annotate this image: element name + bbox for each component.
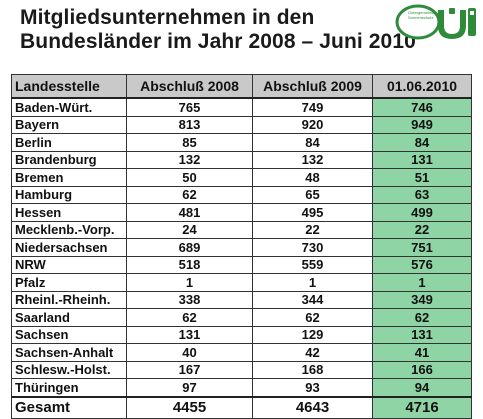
value-2008-cell: 24 <box>126 220 253 239</box>
logo-text: Gütergemeinschaft Sonnenschutz <box>408 10 442 20</box>
value-2008-cell: 518 <box>126 255 253 274</box>
value-2010-cell: 131 <box>372 150 472 169</box>
value-2010-cell: 84 <box>372 133 472 152</box>
table-header-row: Landesstelle Abschluß 2008 Abschluß 2009… <box>11 74 472 99</box>
title-line-1: Mitgliedsunternehmen in den <box>20 6 315 29</box>
table-row: Brandenburg 132 132 131 <box>11 150 472 169</box>
value-2009-cell: 920 <box>252 115 373 134</box>
value-2009-cell: 42 <box>252 343 373 362</box>
header-landesstelle: Landesstelle <box>11 74 127 99</box>
region-cell: Thüringen <box>11 378 127 397</box>
table-row: Mecklenb.-Vorp. 24 22 22 <box>11 220 472 239</box>
value-2009-cell: 84 <box>252 133 373 152</box>
table-row: Niedersachsen 689 730 751 <box>11 238 472 257</box>
value-2009-cell: 495 <box>252 203 373 222</box>
region-cell: Bayern <box>11 115 127 134</box>
value-2009-cell: 129 <box>252 325 373 344</box>
value-2010-cell: 1 <box>372 273 472 292</box>
value-2010-cell: 166 <box>372 360 472 379</box>
region-cell: Sachsen <box>11 325 127 344</box>
value-2008-cell: 62 <box>126 185 253 204</box>
table-row: Hamburg 62 65 63 <box>11 185 472 204</box>
value-2009-cell: 1 <box>252 273 373 292</box>
logo-icon <box>395 4 476 40</box>
value-2008-cell: 765 <box>126 97 253 117</box>
value-2008-cell: 1 <box>126 273 253 292</box>
value-2009-cell: 344 <box>252 290 373 309</box>
region-cell: NRW <box>11 255 127 274</box>
value-2010-cell: 22 <box>372 220 472 239</box>
value-2008-cell: 97 <box>126 378 253 397</box>
value-2008-cell: 167 <box>126 360 253 379</box>
value-2009-cell: 93 <box>252 378 373 397</box>
page-title: Mitgliedsunternehmen in den Bundesländer… <box>20 6 416 54</box>
table-row: Sachsen-Anhalt 40 42 41 <box>11 343 472 362</box>
value-2009-cell: 749 <box>252 97 373 117</box>
table-row: Pfalz 1 1 1 <box>11 273 472 292</box>
value-2009-cell: 168 <box>252 360 373 379</box>
value-2010-cell: 349 <box>372 290 472 309</box>
value-2008-cell: 50 <box>126 168 253 187</box>
value-2010-cell: 576 <box>372 255 472 274</box>
value-2008-cell: 689 <box>126 238 253 257</box>
table-row: Thüringen 97 93 94 <box>11 378 472 397</box>
region-cell: Schlesw.-Holst. <box>11 360 127 379</box>
region-cell: Saarland <box>11 308 127 327</box>
table-row: Bremen 50 48 51 <box>11 168 472 187</box>
region-cell: Niedersachsen <box>11 238 127 257</box>
table-row: Saarland 62 62 62 <box>11 308 472 327</box>
value-2008-cell: 813 <box>126 115 253 134</box>
table-body: Baden-Würt. 765 749 746 Bayern 813 920 949 Berli… <box>11 97 472 419</box>
header-stand-2010: 01.06.2010 <box>372 74 472 99</box>
value-2009-cell: 730 <box>252 238 373 257</box>
region-cell: Rheinl.-Rheinh. <box>11 290 127 309</box>
header-abschluss-2008: Abschluß 2008 <box>126 74 253 99</box>
value-2008-cell: 132 <box>126 150 253 169</box>
table-row: Berlin 85 84 84 <box>11 133 472 152</box>
region-cell: Pfalz <box>11 273 127 292</box>
value-2010-cell: 62 <box>372 308 472 327</box>
value-2009-cell: 22 <box>252 220 373 239</box>
value-2008-cell: 40 <box>126 343 253 362</box>
value-2010-cell: 131 <box>372 325 472 344</box>
table-row: Rheinl.-Rheinh. 338 344 349 <box>11 290 472 309</box>
value-2008-cell: 85 <box>126 133 253 152</box>
value-2009-cell: 62 <box>252 308 373 327</box>
value-2010-cell: 94 <box>372 378 472 397</box>
value-2008-cell: 338 <box>126 290 253 309</box>
value-2010-cell: 499 <box>372 203 472 222</box>
table-row: Bayern 813 920 949 <box>11 115 472 134</box>
region-cell: Bremen <box>11 168 127 187</box>
members-table: Landesstelle Abschluß 2008 Abschluß 2009… <box>11 74 472 419</box>
header-abschluss-2009: Abschluß 2009 <box>252 74 373 99</box>
value-2009-cell: 132 <box>252 150 373 169</box>
table-row: NRW 518 559 576 <box>11 255 472 274</box>
region-cell: Brandenburg <box>11 150 127 169</box>
title-line-2: Bundesländer im Jahr 2008 – Juni 2010 <box>20 30 416 53</box>
value-2010-cell: 949 <box>372 115 472 134</box>
region-cell: Hessen <box>11 203 127 222</box>
value-2010-cell: 63 <box>372 185 472 204</box>
value-2010-cell: 746 <box>372 97 472 117</box>
value-2008-cell: 481 <box>126 203 253 222</box>
table-row: Schlesw.-Holst. 167 168 166 <box>11 360 472 379</box>
table-row: Sachsen 131 129 131 <box>11 325 472 344</box>
table-row: Hessen 481 495 499 <box>11 203 472 222</box>
value-2010-cell: 41 <box>372 343 472 362</box>
region-cell: Hamburg <box>11 185 127 204</box>
value-2009-cell: 48 <box>252 168 373 187</box>
value-2010-cell: 751 <box>372 238 472 257</box>
gutegemeinschaft-logo: Gütergemeinschaft Sonnenschutz <box>394 4 478 40</box>
table-row: Baden-Würt. 765 749 746 <box>11 97 472 117</box>
value-2010-cell: 51 <box>372 168 472 187</box>
value-2009-cell: 559 <box>252 255 373 274</box>
value-2008-cell: 62 <box>126 308 253 327</box>
region-cell: Sachsen-Anhalt <box>11 343 127 362</box>
region-cell: Berlin <box>11 133 127 152</box>
value-2009-cell: 65 <box>252 185 373 204</box>
region-cell: Mecklenb.-Vorp. <box>11 220 127 239</box>
region-cell: Baden-Würt. <box>11 97 127 117</box>
value-2008-cell: 131 <box>126 325 253 344</box>
